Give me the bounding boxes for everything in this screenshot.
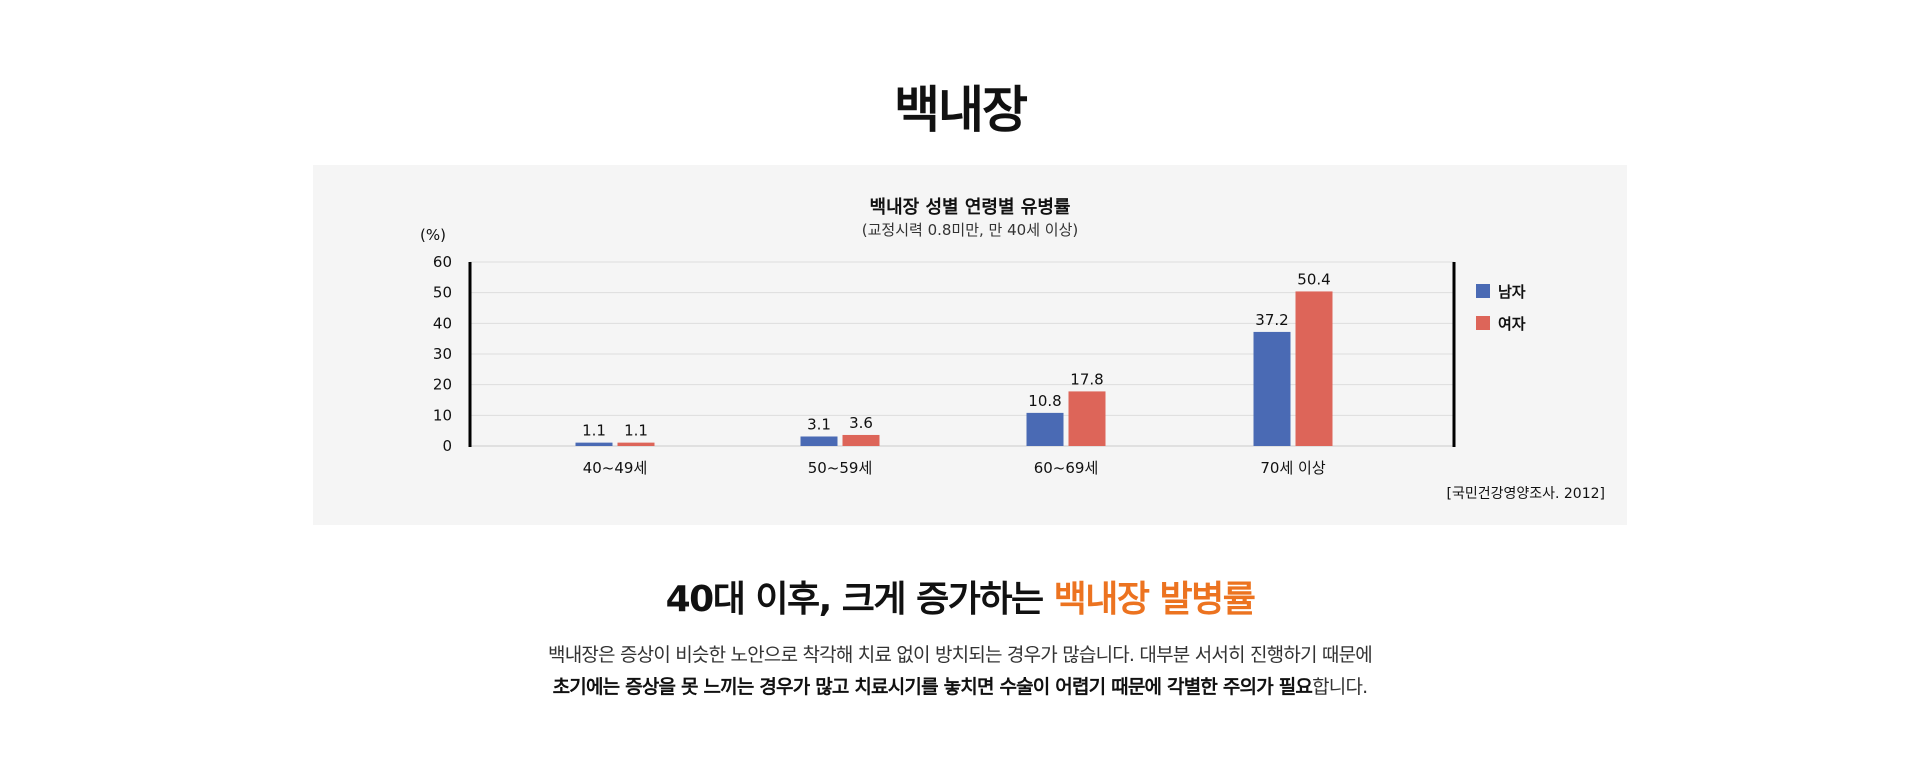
bar-chart: 0 10 20 30 40 50 60 (%) 1.1 1.1 40~49세 3.1 3.6 50~59세…: [420, 226, 1526, 477]
bar-남자-3: [1253, 331, 1291, 446]
description-tail: 합니다.: [1312, 676, 1368, 698]
y-axis-unit-label: (%): [420, 226, 446, 244]
bar-남자-0: [575, 442, 613, 446]
y-tick-label: 0: [442, 437, 452, 455]
chart-panel: 백내장 성별 연령별 유병률 (교정시력 0.8미만, 만 40세 이상) 0 1…: [313, 165, 1627, 525]
chart-subtitle: (교정시력 0.8미만, 만 40세 이상): [861, 221, 1079, 239]
headline-text: 40대 이후, 크게 증가하는: [665, 579, 1054, 620]
description-emphasis: 초기에는 증상을 못 느끼는 경우가 많고 치료시기를 놓치면 수술이 어렵기 …: [552, 676, 1313, 698]
data-label: 1.1: [624, 422, 648, 440]
data-label: 3.6: [849, 414, 873, 432]
y-tick-label: 50: [433, 284, 452, 302]
x-tick-label: 70세 이상: [1260, 459, 1325, 477]
data-label: 17.8: [1070, 370, 1103, 388]
headline-accent: 백내장 발병률: [1053, 579, 1256, 620]
y-tick-label: 20: [433, 376, 452, 394]
legend-label: 여자: [1498, 315, 1526, 333]
x-tick-label: 40~49세: [583, 459, 648, 477]
legend-swatch: [1476, 284, 1490, 298]
bar-여자-1: [842, 434, 880, 446]
section-headline: 40대 이후, 크게 증가하는 백내장 발병률: [0, 570, 1920, 622]
description-line-2: 초기에는 증상을 못 느끼는 경우가 많고 치료시기를 놓치면 수술이 어렵기 …: [0, 672, 1920, 699]
bar-남자-1: [800, 436, 838, 446]
legend-label: 남자: [1498, 283, 1526, 301]
data-label: 50.4: [1297, 270, 1330, 288]
y-tick-label: 30: [433, 345, 452, 363]
chart-source: [국민건강영양조사. 2012]: [1446, 486, 1606, 502]
x-tick-label: 50~59세: [808, 459, 873, 477]
data-label: 3.1: [807, 415, 831, 433]
y-tick-label: 10: [433, 406, 452, 424]
y-tick-label: 60: [433, 253, 452, 271]
bar-여자-3: [1295, 291, 1333, 446]
data-label: 1.1: [582, 422, 606, 440]
chart-title: 백내장 성별 연령별 유병률: [869, 197, 1071, 218]
description-line-1: 백내장은 증상이 비슷한 노안으로 착각해 치료 없이 방치되는 경우가 많습니…: [548, 644, 1373, 666]
bar-여자-0: [617, 442, 655, 446]
x-tick-label: 60~69세: [1034, 459, 1099, 477]
page-title: 백내장: [894, 81, 1028, 139]
data-label: 10.8: [1028, 392, 1061, 410]
legend-swatch: [1476, 316, 1490, 330]
data-label: 37.2: [1255, 311, 1288, 329]
bar-남자-2: [1026, 412, 1064, 446]
y-tick-label: 40: [433, 314, 452, 332]
bar-여자-2: [1068, 391, 1106, 446]
